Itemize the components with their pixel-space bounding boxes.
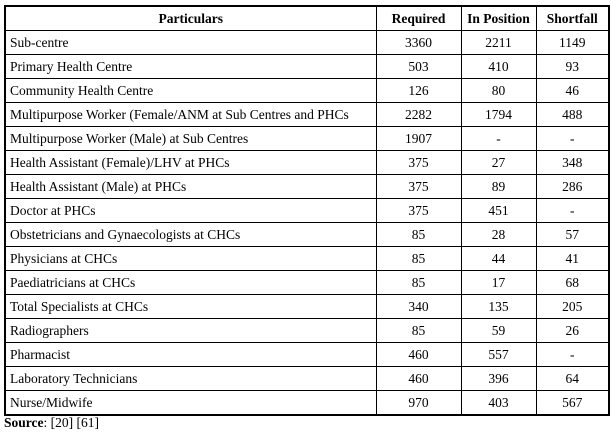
- table-row: Paediatricians at CHCs 85 17 68: [4, 270, 610, 295]
- table-row: Multipurpose Worker (Male) at Sub Centre…: [4, 126, 610, 151]
- value-cell: 85: [375, 246, 462, 271]
- table-row: Physicians at CHCs 85 44 41: [4, 246, 610, 271]
- particulars-cell: Obstetricians and Gynaecologists at CHCs: [4, 222, 377, 247]
- table-body: Sub-centre 3360 2211 1149 Primary Health Cen…: [4, 30, 610, 416]
- table-row: Pharmacist 460 557-: [4, 342, 610, 367]
- column-header-shortfall: Shortfall: [535, 5, 610, 31]
- table-row: Nurse/Midwife 970 403 567: [4, 390, 610, 416]
- particulars-cell: Pharmacist: [4, 342, 377, 367]
- value-cell: 59: [460, 318, 537, 343]
- value-cell: 375: [375, 150, 462, 175]
- value-cell: 460: [375, 366, 462, 391]
- value-cell: 26: [535, 318, 610, 343]
- value-cell: 85: [375, 318, 462, 343]
- particulars-cell: Physicians at CHCs: [4, 246, 377, 271]
- value-cell: 375: [375, 174, 462, 199]
- value-cell: -: [460, 126, 537, 151]
- value-cell: -: [535, 126, 610, 151]
- header-row: Particulars Required In Position Shortfa…: [4, 5, 610, 31]
- value-cell: 126: [375, 78, 462, 103]
- value-cell: 89: [460, 174, 537, 199]
- value-cell: 2211: [460, 30, 537, 55]
- value-cell: 970: [375, 390, 462, 416]
- particulars-cell: Health Assistant (Female)/LHV at PHCs: [4, 150, 377, 175]
- table-row: Multipurpose Worker (Female/ANM at Sub C…: [4, 102, 610, 127]
- value-cell: 85: [375, 222, 462, 247]
- table-header: Particulars Required In Position Shortfa…: [4, 5, 610, 31]
- particulars-cell: Sub-centre: [4, 30, 377, 55]
- value-cell: 451: [460, 198, 537, 223]
- value-cell: 44: [460, 246, 537, 271]
- value-cell: 396: [460, 366, 537, 391]
- particulars-cell: Laboratory Technicians: [4, 366, 377, 391]
- value-cell: 403: [460, 390, 537, 416]
- particulars-cell: Primary Health Centre: [4, 54, 377, 79]
- value-cell: 503: [375, 54, 462, 79]
- value-cell: 41: [535, 246, 610, 271]
- value-cell: 1907: [375, 126, 462, 151]
- value-cell: 93: [535, 54, 610, 79]
- table-row: Radiographers 85 59 26: [4, 318, 610, 343]
- value-cell: 27: [460, 150, 537, 175]
- value-cell: 557: [460, 342, 537, 367]
- particulars-cell: Community Health Centre: [4, 78, 377, 103]
- value-cell: 410: [460, 54, 537, 79]
- value-cell: 375: [375, 198, 462, 223]
- value-cell: 2282: [375, 102, 462, 127]
- table-row: Doctor at PHCs 375 451-: [4, 198, 610, 223]
- table-row: Primary Health Centre 503 410 93: [4, 54, 610, 79]
- value-cell: 205: [535, 294, 610, 319]
- particulars-cell: Nurse/Midwife: [4, 390, 377, 416]
- value-cell: 85: [375, 270, 462, 295]
- value-cell: 286: [535, 174, 610, 199]
- value-cell: 1149: [535, 30, 610, 55]
- value-cell: -: [535, 342, 610, 367]
- source-label: Source: [4, 415, 44, 430]
- value-cell: 68: [535, 270, 610, 295]
- column-header-required: Required: [375, 5, 462, 31]
- table-row: Health Assistant (Male) at PHCs 375 89 286: [4, 174, 610, 199]
- table-row: Community Health Centre 126 80 46: [4, 78, 610, 103]
- particulars-cell: Multipurpose Worker (Male) at Sub Centre…: [4, 126, 377, 151]
- value-cell: 488: [535, 102, 610, 127]
- value-cell: 80: [460, 78, 537, 103]
- column-header-in-position: In Position: [460, 5, 537, 31]
- value-cell: 46: [535, 78, 610, 103]
- value-cell: 1794: [460, 102, 537, 127]
- particulars-cell: Doctor at PHCs: [4, 198, 377, 223]
- table-row: Laboratory Technicians 460 396 64: [4, 366, 610, 391]
- value-cell: 64: [535, 366, 610, 391]
- table-row: Total Specialists at CHCs 340 135 205: [4, 294, 610, 319]
- value-cell: 460: [375, 342, 462, 367]
- value-cell: 340: [375, 294, 462, 319]
- particulars-cell: Health Assistant (Male) at PHCs: [4, 174, 377, 199]
- value-cell: -: [535, 198, 610, 223]
- column-header-particulars: Particulars: [4, 5, 377, 31]
- table-row: Health Assistant (Female)/LHV at PHCs 375…: [4, 150, 610, 175]
- table-row: Obstetricians and Gynaecologists at CHCs…: [4, 222, 610, 247]
- value-cell: 17: [460, 270, 537, 295]
- value-cell: 567: [535, 390, 610, 416]
- value-cell: 135: [460, 294, 537, 319]
- health-staffing-table: Particulars Required In Position Shortfa…: [4, 5, 610, 416]
- particulars-cell: Total Specialists at CHCs: [4, 294, 377, 319]
- source-note: Source: [20] [61]: [4, 415, 99, 431]
- value-cell: 57: [535, 222, 610, 247]
- table-row: Sub-centre 3360 2211 1149: [4, 30, 610, 55]
- value-cell: 348: [535, 150, 610, 175]
- particulars-cell: Radiographers: [4, 318, 377, 343]
- particulars-cell: Multipurpose Worker (Female/ANM at Sub C…: [4, 102, 377, 127]
- value-cell: 3360: [375, 30, 462, 55]
- source-citations: : [20] [61]: [43, 415, 99, 430]
- particulars-cell: Paediatricians at CHCs: [4, 270, 377, 295]
- value-cell: 28: [460, 222, 537, 247]
